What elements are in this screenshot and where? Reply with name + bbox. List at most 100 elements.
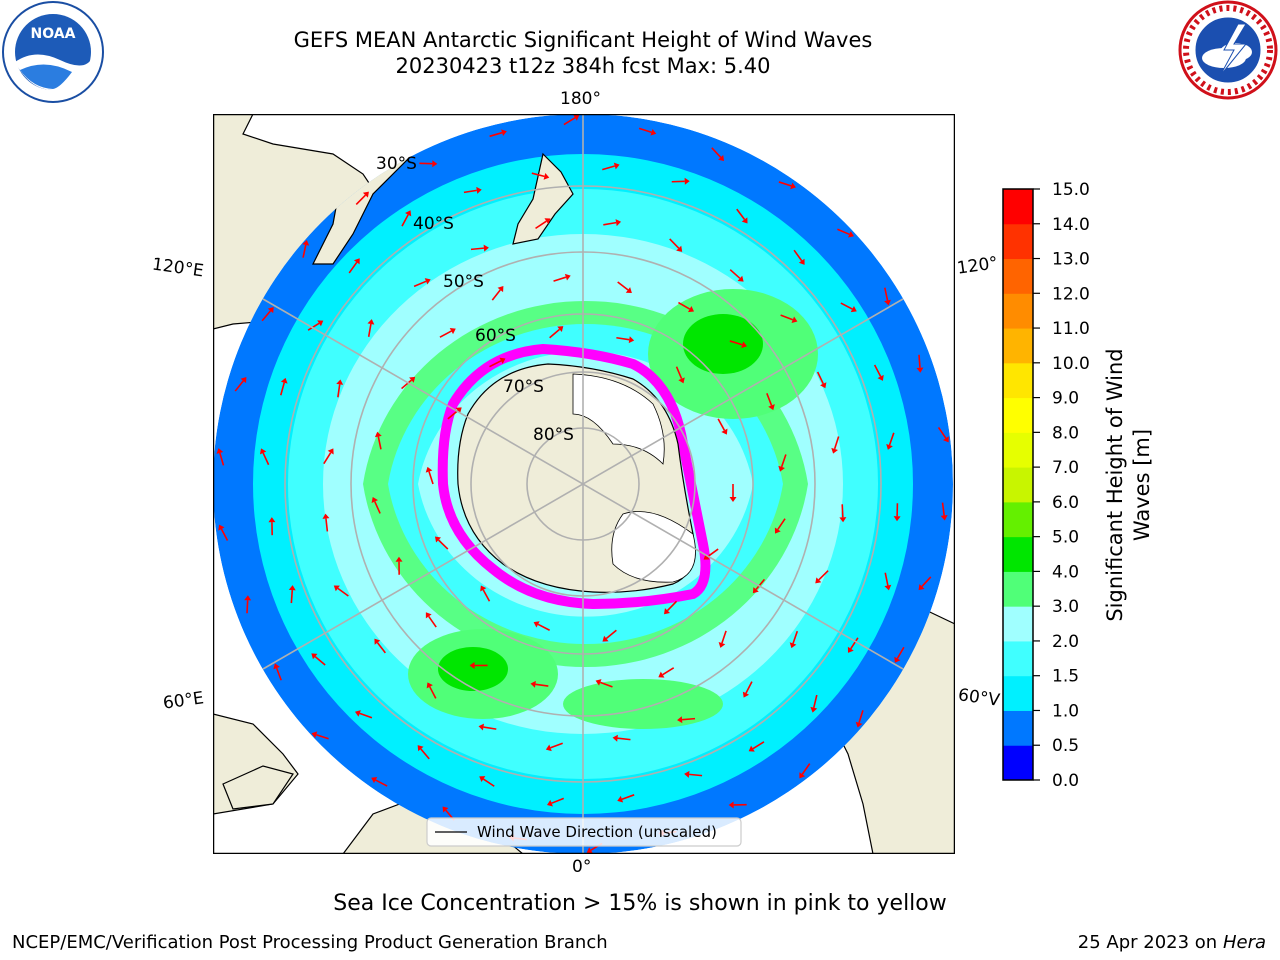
wave-arrow xyxy=(302,244,307,258)
wave-arrow-head xyxy=(425,612,432,619)
wave-arrow-head xyxy=(317,320,324,327)
wave-arrow-head xyxy=(791,316,798,324)
wave-arrow-head xyxy=(530,680,536,688)
wave-arrow xyxy=(599,681,613,688)
wave-arrow xyxy=(816,371,824,385)
wave-arrow xyxy=(374,501,381,514)
wave-arrow xyxy=(537,623,550,631)
wave-arrow xyxy=(491,289,501,301)
wave-arrow-head xyxy=(374,638,381,645)
wave-arrow xyxy=(551,797,565,804)
wave-arrow-head xyxy=(752,587,759,594)
colorbar-tick-label: 6.0 xyxy=(1052,493,1079,513)
wave-arrow-head xyxy=(483,244,489,252)
wave-arrow-head xyxy=(267,307,274,314)
wave-arrow xyxy=(563,117,576,126)
wave-arrow-head xyxy=(678,377,685,384)
wave-arrow xyxy=(818,570,829,581)
wave-arrow-head xyxy=(612,734,618,742)
wave-arrow-head xyxy=(302,240,310,246)
wave-arrow-head xyxy=(942,436,949,443)
wave-arrow-head xyxy=(333,585,340,592)
colorbar-block xyxy=(1003,328,1033,364)
wave-arrow-head xyxy=(586,847,593,854)
map-frame xyxy=(213,114,955,854)
wave-arrow xyxy=(850,637,859,650)
wave-arrow xyxy=(840,302,853,310)
wave-arrow-head xyxy=(216,448,224,454)
colorbar-tick-label: 1.5 xyxy=(1052,667,1079,687)
wave-arrow xyxy=(489,360,502,368)
wave-arrow xyxy=(896,646,905,659)
colorbar-block xyxy=(1003,293,1033,329)
colorbar-block xyxy=(1003,710,1033,746)
colorbar-tick-label: 13.0 xyxy=(1052,250,1090,270)
wave-arrow-head xyxy=(877,374,884,381)
wave-arrow-head xyxy=(839,517,847,523)
wave-arrow-head xyxy=(244,595,252,601)
colorbar-tick-label: 1.0 xyxy=(1052,701,1079,721)
wave-arrow xyxy=(888,432,895,446)
colorbar-tick-label: 7.0 xyxy=(1052,458,1079,478)
lon-label-60e: 60°E xyxy=(161,688,206,714)
wave-arrow xyxy=(858,710,864,724)
wave-arrow-head xyxy=(218,524,225,531)
wave-arrow xyxy=(678,301,691,310)
wave-arrow-head xyxy=(409,376,416,383)
wave-arrow xyxy=(884,287,889,301)
colorbar-block xyxy=(1003,745,1033,781)
wave-arrow-head xyxy=(893,516,901,522)
wave-arrow-head xyxy=(798,258,805,265)
wave-arrow xyxy=(483,726,497,730)
wave-arrow xyxy=(463,189,477,194)
wave-arrow-head xyxy=(367,319,375,325)
wave-arrow-head xyxy=(728,801,734,809)
wave-arrow-head xyxy=(476,186,482,194)
lat-label-30s: 30°S xyxy=(376,154,417,174)
wave-arrow xyxy=(470,247,485,251)
wave-arrow xyxy=(638,127,652,134)
wave-arrow xyxy=(729,340,743,346)
colorbar-frame xyxy=(1002,188,1034,781)
wave-arrow-head xyxy=(625,287,632,293)
plot-title: GEFS MEAN Antarctic Significant Height o… xyxy=(293,28,873,52)
wave-arrow xyxy=(755,578,766,590)
wave-arrow xyxy=(489,131,503,138)
wave-arrow-head xyxy=(742,691,750,698)
wave-arrow-head xyxy=(432,160,438,168)
wave-arrow xyxy=(428,615,437,628)
wave-arrow-head xyxy=(595,679,602,686)
wave-arrow-head xyxy=(545,744,552,752)
wave-arrow xyxy=(337,384,341,398)
map-legend xyxy=(426,817,742,847)
colorbar-tick-label: 3.0 xyxy=(1052,597,1079,617)
wave-arrow xyxy=(531,172,545,178)
wave-arrow xyxy=(918,354,921,368)
wave-arrow xyxy=(220,528,229,541)
wave-arrow xyxy=(307,322,320,331)
wave-arrow-head xyxy=(737,275,744,282)
wave-arrow-head xyxy=(628,336,635,344)
wave-arrow-head xyxy=(497,285,504,293)
wave-arrow xyxy=(711,147,722,158)
wave-arrow-head xyxy=(658,671,665,678)
lat-label-50s: 50°S xyxy=(443,272,484,292)
wave-arrow xyxy=(549,328,561,339)
wave-arrow-head xyxy=(424,278,431,285)
wave-arrow xyxy=(355,194,366,205)
wave-arrow-head xyxy=(884,584,892,591)
wave-arrow xyxy=(262,452,270,466)
wave-arrow xyxy=(348,261,358,274)
wave-arrow-head xyxy=(718,642,726,648)
wave-arrow xyxy=(729,269,741,279)
wave-arrow xyxy=(780,314,794,321)
wave-arrow xyxy=(605,629,617,640)
lon-label-60w: 60°V xyxy=(956,685,1001,711)
wave-arrow xyxy=(689,773,703,777)
colorbar-tick-label: 11.0 xyxy=(1052,319,1090,339)
colorbar-label-line2: Waves [m] xyxy=(1130,428,1154,542)
lon-label-120w: 120° xyxy=(955,253,1000,279)
wave-arrow-head xyxy=(684,177,690,185)
wave-arrow-head xyxy=(544,218,551,225)
wave-arrow-head xyxy=(353,258,360,265)
